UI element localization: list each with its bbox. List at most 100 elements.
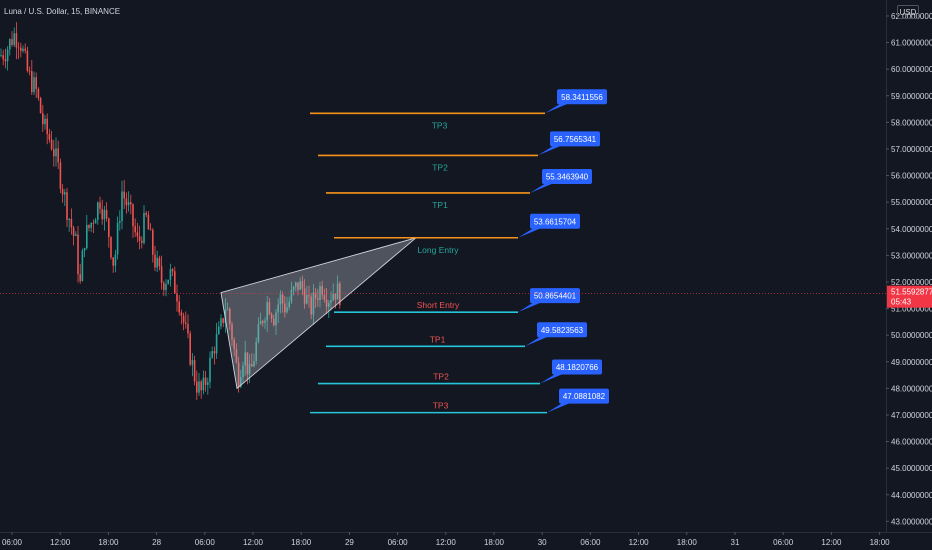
price-tick-label: 61.0000000 <box>891 39 932 48</box>
time-tick-label: 18:00 <box>291 538 312 547</box>
level-tag-box[interactable] <box>537 322 587 338</box>
candle-body <box>220 318 222 327</box>
candle-body <box>94 219 97 224</box>
candle-body <box>319 286 321 300</box>
candle-body <box>262 321 264 323</box>
price-tick-label: 50.0000000 <box>891 331 932 340</box>
time-tick-label: 12:00 <box>243 538 264 547</box>
candle-body <box>242 365 244 378</box>
candle-body <box>152 230 154 255</box>
price-tick-label: 55.0000000 <box>891 198 932 207</box>
rising-wedge-drawing[interactable] <box>220 237 417 390</box>
candle-body <box>178 301 180 313</box>
time-tick-label: 12:00 <box>821 538 842 547</box>
candle-body <box>145 213 147 215</box>
level-tag-value: 48.1820766 <box>556 363 599 372</box>
candle-body <box>264 320 266 323</box>
candle-body <box>116 222 119 255</box>
candle-body <box>86 224 88 249</box>
candle-body <box>266 302 268 321</box>
time-tick-label: 31 <box>731 538 740 547</box>
candle-body <box>171 269 174 272</box>
candle-body <box>22 48 24 51</box>
level-tag-pointer <box>547 402 571 413</box>
level-label: TP2 <box>432 162 448 172</box>
candle-body <box>112 257 114 266</box>
level-tag-pointer <box>518 227 542 238</box>
level-label: TP3 <box>432 120 448 130</box>
candle-body <box>213 351 216 354</box>
currency-selector[interactable]: USD <box>897 5 919 19</box>
candle-body <box>290 289 293 302</box>
level-label: TP1 <box>430 334 446 344</box>
candle-body <box>132 204 134 227</box>
candle-body <box>149 229 152 231</box>
candle-body <box>279 294 282 305</box>
candle-body <box>191 360 194 365</box>
candle-body <box>77 234 79 275</box>
candle-body <box>167 279 169 284</box>
candle-body <box>147 214 150 230</box>
candle-body <box>11 39 13 45</box>
candle-body <box>37 88 40 98</box>
candle-body <box>257 324 260 342</box>
level-tag-box[interactable] <box>530 288 580 304</box>
candle-body <box>244 352 246 366</box>
level-tag-pointer <box>518 302 542 313</box>
candle-body <box>306 295 308 304</box>
candle-body <box>270 314 273 319</box>
candle-body <box>312 292 315 315</box>
candle-body <box>121 191 123 222</box>
level-tag-box[interactable] <box>557 89 607 105</box>
candle-body <box>72 227 75 236</box>
candle-body <box>240 377 242 388</box>
candle-body <box>174 271 176 294</box>
level-tag-box[interactable] <box>542 168 592 184</box>
level-label: TP1 <box>432 200 448 210</box>
candle-body <box>202 377 205 391</box>
candle-body <box>255 341 257 361</box>
level-tag-value: 47.0881082 <box>563 392 606 401</box>
level-tag-box[interactable] <box>559 388 609 404</box>
candle-body <box>303 288 306 304</box>
level-tag-box[interactable] <box>550 131 600 147</box>
candle-body <box>59 162 62 189</box>
time-axis[interactable]: 06:00 12:00 18:00 28 06:00 12:00 18:00 29 06:00 1… <box>0 532 932 547</box>
candle-body <box>281 294 284 304</box>
level-tag-pointer <box>525 336 549 347</box>
candle-body <box>273 318 275 326</box>
candle-body <box>53 149 55 157</box>
time-tick-label: 06:00 <box>773 538 794 547</box>
candle-body <box>39 97 42 114</box>
candle-body <box>4 59 7 62</box>
level-label: TP2 <box>433 372 449 382</box>
candle-body <box>83 248 86 251</box>
time-tick-label: 18:00 <box>677 538 698 547</box>
candle-body <box>123 191 125 199</box>
candle-body <box>229 309 231 325</box>
wedge-triangle[interactable] <box>220 237 417 390</box>
price-axis[interactable]: 43.0000000 44.0000000 45.0000000 46.0000000… <box>886 0 932 532</box>
candle-body <box>185 322 187 325</box>
level-tag-box[interactable] <box>530 213 580 229</box>
candle-body <box>292 286 295 290</box>
level-tag-value: 56.7565341 <box>554 135 597 144</box>
trade-levels[interactable]: TP3 58.3411556 TP2 56.7565341 TP1 55.3463940 L… <box>310 89 609 414</box>
candle-body <box>17 47 20 49</box>
candle-body <box>288 301 290 308</box>
price-tick-label: 58.0000000 <box>891 118 932 127</box>
time-tick-label: 30 <box>538 538 547 547</box>
candle-body <box>103 209 106 220</box>
candle-body <box>81 250 84 282</box>
candle-body <box>189 333 191 365</box>
candle-body <box>0 55 2 57</box>
candle-body <box>119 221 121 223</box>
level-tag-box[interactable] <box>552 359 602 375</box>
candle-body <box>48 134 51 140</box>
candle-body <box>310 296 312 315</box>
candle-body <box>70 218 73 228</box>
time-tick-label: 06:00 <box>2 538 23 547</box>
symbol-title: Luna / U.S. Dollar, 15, BINANCE <box>4 7 120 16</box>
